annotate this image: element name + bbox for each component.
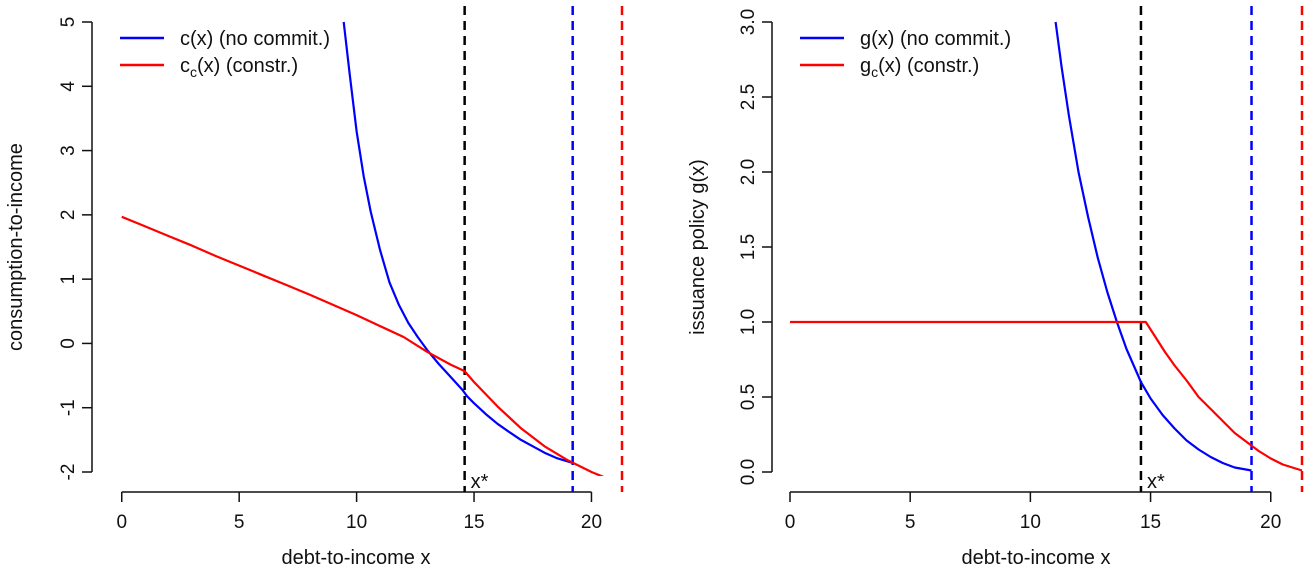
y-axis-title: issuance policy g(x) — [687, 159, 709, 335]
x-tick-label: 15 — [463, 512, 484, 533]
y-tick-label: 2 — [58, 210, 79, 221]
x-tick-label: 0 — [785, 512, 796, 533]
x-tick-label: 20 — [1260, 512, 1281, 533]
y-tick-label: 4 — [58, 81, 79, 92]
y-tick-label: 0 — [58, 338, 79, 349]
y-tick-label: 3 — [58, 145, 79, 156]
x-tick-label: 10 — [346, 512, 367, 533]
legend-label: g(x) (no commit.) — [860, 28, 1011, 50]
issuance-panel: 0.0 0.5 1.0 1.5 2.0 2.5 3.0 0 5 10 15 20 debt-to-inc… — [687, 6, 1304, 569]
x-tick-label: 20 — [581, 512, 602, 533]
x-tick-label: 5 — [905, 512, 916, 533]
y-tick-label: 5 — [58, 17, 79, 28]
y-tick-label: 3.0 — [738, 9, 759, 35]
y-tick-label: 1.0 — [738, 309, 759, 335]
legend-label: gc(x) (constr.) — [860, 55, 979, 80]
y-tick-label: -2 — [58, 464, 79, 481]
legend-label: cc(x) (constr.) — [180, 55, 298, 80]
y-tick-label: 0.0 — [738, 459, 759, 485]
x-tick-label: 0 — [116, 512, 127, 533]
x-tick-label: 10 — [1020, 512, 1041, 533]
series-line — [342, 21, 574, 465]
x-star-annotation: x* — [471, 471, 489, 493]
consumption-panel: -2 -1 0 1 2 3 4 5 0 5 10 15 20 debt-to-income x consum… — [5, 6, 624, 569]
y-tick-label: 0.5 — [738, 384, 759, 410]
legend-label: c(x) (no commit.) — [180, 28, 330, 50]
x-tick-label: 15 — [1140, 512, 1161, 533]
y-axis-title: consumption-to-income — [5, 143, 27, 351]
x-axis-title: debt-to-income x — [282, 547, 431, 569]
x-tick-label: 5 — [234, 512, 245, 533]
y-tick-label: 1 — [58, 274, 79, 285]
series-line — [1054, 21, 1252, 472]
x-axis-title: debt-to-income x — [962, 547, 1111, 569]
y-tick-label: 2.0 — [738, 159, 759, 185]
y-tick-label: 2.5 — [738, 84, 759, 110]
y-tick-label: -1 — [58, 399, 79, 416]
y-tick-label: 1.5 — [738, 234, 759, 260]
series-line — [790, 320, 1303, 472]
x-star-annotation: x* — [1147, 471, 1165, 493]
series-line — [121, 215, 605, 476]
